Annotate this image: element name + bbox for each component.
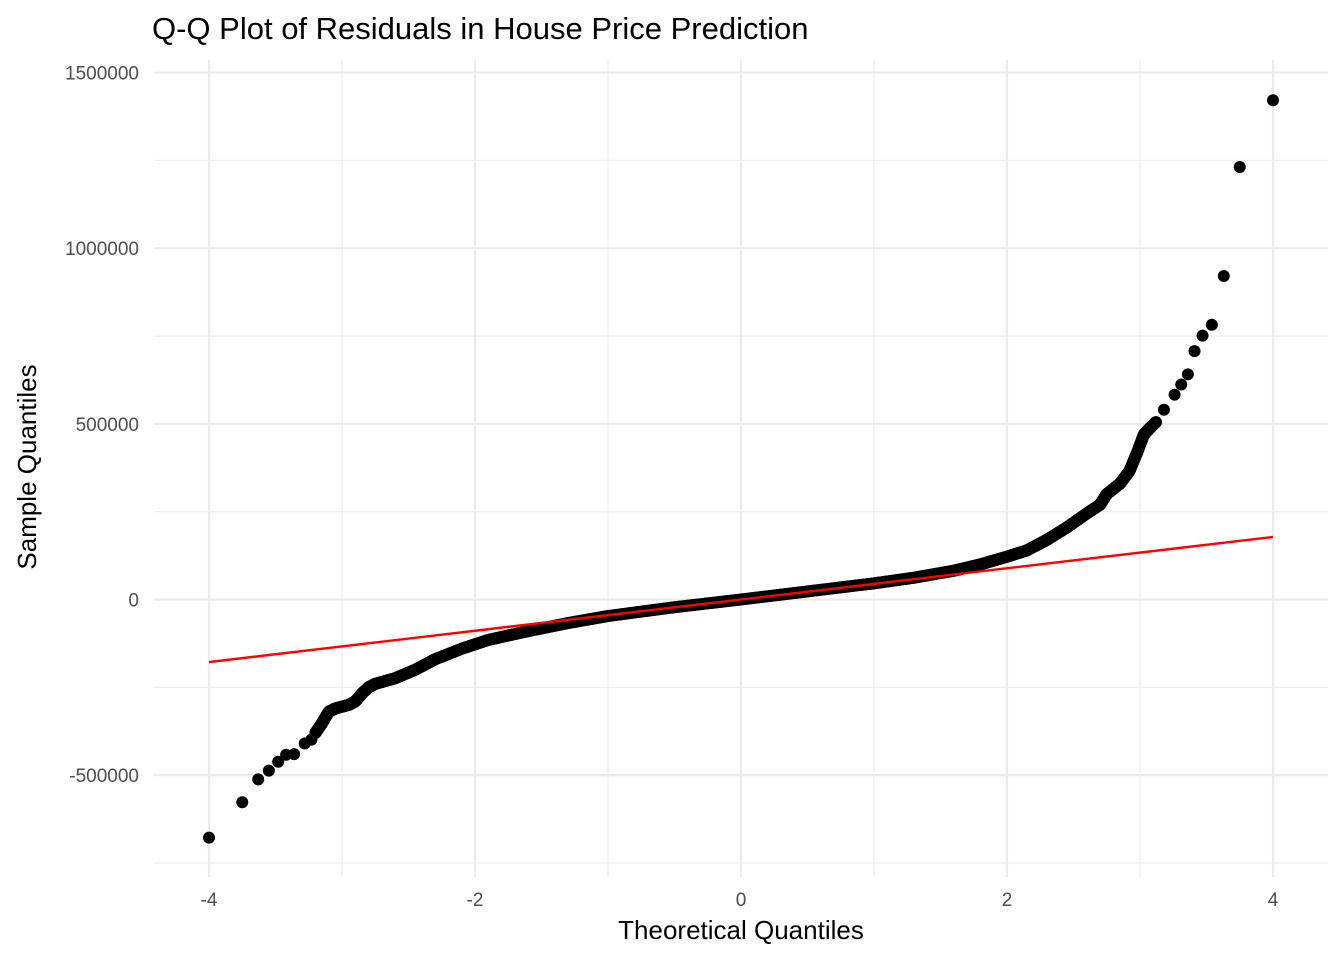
y-axis-ticks: -500000 0 500000 1000000 1500000 bbox=[65, 64, 139, 788]
y-tick-label: -500000 bbox=[69, 766, 139, 787]
sample-point bbox=[1233, 161, 1246, 174]
sample-point bbox=[288, 748, 301, 761]
x-tick-label: 4 bbox=[1268, 890, 1279, 911]
sample-point bbox=[272, 755, 285, 768]
sample-point bbox=[1157, 403, 1170, 416]
sample-point bbox=[1196, 329, 1209, 342]
sample-point bbox=[1168, 388, 1181, 401]
y-tick-label: 1000000 bbox=[65, 239, 139, 260]
sample-point bbox=[252, 773, 265, 786]
x-tick-label: -2 bbox=[467, 890, 484, 911]
x-tick-label: -4 bbox=[201, 890, 218, 911]
x-tick-label: 0 bbox=[736, 890, 747, 911]
chart-title: Q-Q Plot of Residuals in House Price Pre… bbox=[152, 11, 808, 46]
y-tick-label: 500000 bbox=[76, 415, 139, 436]
sample-point bbox=[1205, 318, 1218, 331]
y-tick-label: 1500000 bbox=[65, 64, 139, 85]
x-axis-title: Theoretical Quantiles bbox=[618, 915, 864, 945]
sample-point bbox=[1175, 378, 1188, 391]
sample-point bbox=[1188, 345, 1201, 358]
sample-point bbox=[1217, 269, 1230, 282]
y-axis-title: Sample Quantiles bbox=[12, 364, 42, 569]
sample-point bbox=[1181, 368, 1194, 381]
reference-line-group bbox=[208, 535, 1274, 664]
sample-point bbox=[1267, 94, 1279, 107]
sample-point bbox=[1149, 416, 1162, 429]
sample-point bbox=[262, 764, 275, 777]
sample-point bbox=[236, 796, 249, 809]
y-tick-label: 0 bbox=[128, 591, 139, 612]
x-axis-ticks: -4 -2 0 2 4 bbox=[201, 890, 1279, 911]
sample-point bbox=[203, 831, 215, 844]
major-gridlines bbox=[154, 60, 1328, 877]
x-tick-label: 2 bbox=[1002, 890, 1013, 911]
sample-point bbox=[305, 733, 318, 746]
reference-line bbox=[208, 535, 1274, 664]
